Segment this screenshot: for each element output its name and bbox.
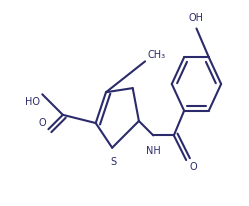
Text: NH: NH: [146, 145, 161, 155]
Text: O: O: [39, 118, 46, 128]
Text: OH: OH: [189, 13, 204, 23]
Text: CH₃: CH₃: [147, 50, 165, 60]
Text: HO: HO: [25, 97, 40, 107]
Text: S: S: [110, 156, 116, 166]
Text: O: O: [189, 161, 197, 171]
